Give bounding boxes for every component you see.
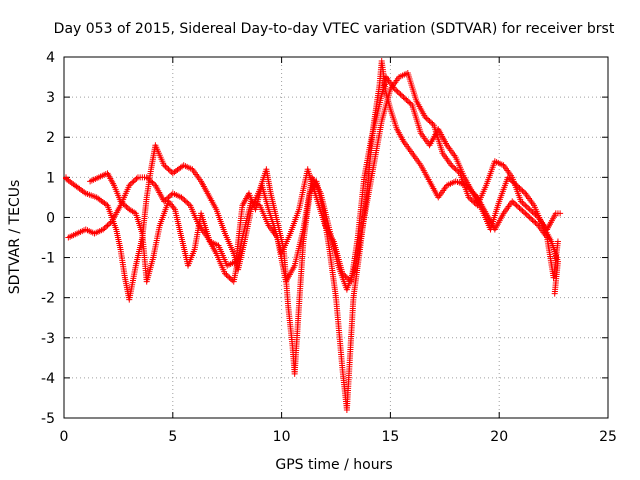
data-point	[164, 165, 170, 171]
data-point	[524, 204, 530, 210]
x-tick-label: 15	[381, 429, 399, 445]
data-point	[134, 176, 140, 182]
data-point	[525, 213, 531, 219]
x-tick-label: 0	[60, 429, 69, 445]
data-point	[522, 202, 528, 208]
y-axis: -5 -4 -3 -2 -1 0 1 2 3 4	[41, 50, 608, 427]
data-point	[528, 208, 534, 214]
sdtvar-chart: Day 053 of 2015, Sidereal Day-to-day VTE…	[0, 0, 640, 480]
data-point	[103, 224, 109, 230]
series-track-a	[63, 58, 561, 413]
data-point	[183, 198, 189, 204]
y-tick-label: -4	[41, 371, 55, 387]
y-tick-label: -2	[41, 291, 55, 307]
y-tick-label: 0	[46, 210, 55, 226]
data-point	[531, 218, 537, 224]
data-point	[454, 168, 460, 174]
data-point	[518, 206, 524, 212]
data-point	[225, 273, 231, 279]
data-point	[400, 94, 406, 100]
data-point	[428, 120, 434, 126]
data-point	[521, 201, 527, 207]
data-point	[521, 209, 527, 215]
data-point	[450, 164, 456, 170]
data-point	[184, 200, 190, 206]
x-tick-label: 10	[273, 429, 291, 445]
data-point	[132, 177, 138, 183]
data-point	[105, 222, 111, 228]
data-point	[228, 276, 234, 282]
data-point	[406, 99, 412, 105]
data-point	[129, 180, 135, 186]
data-point	[165, 166, 171, 172]
y-axis-label: SDTVAR / TECUs	[7, 180, 23, 295]
x-tick-label: 5	[168, 429, 177, 445]
data-point	[521, 189, 527, 195]
data-point	[517, 205, 523, 211]
data-point	[427, 118, 433, 124]
data-point	[522, 210, 528, 216]
data-point	[123, 204, 129, 210]
data-point	[131, 178, 137, 184]
data-point	[181, 197, 187, 203]
data-point	[403, 97, 409, 103]
data-point	[515, 204, 521, 210]
y-tick-label: -1	[41, 251, 55, 267]
data-point	[530, 217, 536, 223]
data-point	[405, 98, 411, 104]
data-point	[534, 221, 540, 227]
data-point	[525, 205, 531, 211]
data-point	[451, 165, 457, 171]
data-point	[532, 220, 538, 226]
data-point	[164, 196, 170, 202]
data-point	[527, 214, 533, 220]
data-point	[519, 208, 525, 214]
y-tick-label: 1	[46, 170, 55, 186]
y-tick-label: -5	[41, 411, 55, 427]
data-point	[425, 117, 431, 123]
x-axis-label: GPS time / hours	[275, 457, 392, 473]
y-tick-label: 2	[46, 130, 55, 146]
y-tick-label: -3	[41, 331, 55, 347]
data-point	[395, 89, 401, 95]
data-point	[512, 201, 518, 207]
data-point	[393, 87, 399, 93]
x-tick-label: 20	[490, 429, 508, 445]
data-point	[398, 91, 404, 97]
data-point	[402, 95, 408, 101]
data-point	[106, 221, 112, 227]
data-point	[167, 168, 173, 174]
data-point	[514, 202, 520, 208]
data-point	[399, 93, 405, 99]
data-point	[524, 212, 530, 218]
data-point	[396, 90, 402, 96]
data-point	[528, 216, 534, 222]
data-points	[63, 58, 563, 413]
data-point	[519, 188, 525, 194]
chart-title: Day 053 of 2015, Sidereal Day-to-day VTE…	[54, 21, 615, 37]
y-tick-label: 3	[46, 90, 55, 106]
data-point	[527, 206, 533, 212]
x-tick-label: 25	[599, 429, 617, 445]
y-tick-label: 4	[46, 50, 55, 66]
